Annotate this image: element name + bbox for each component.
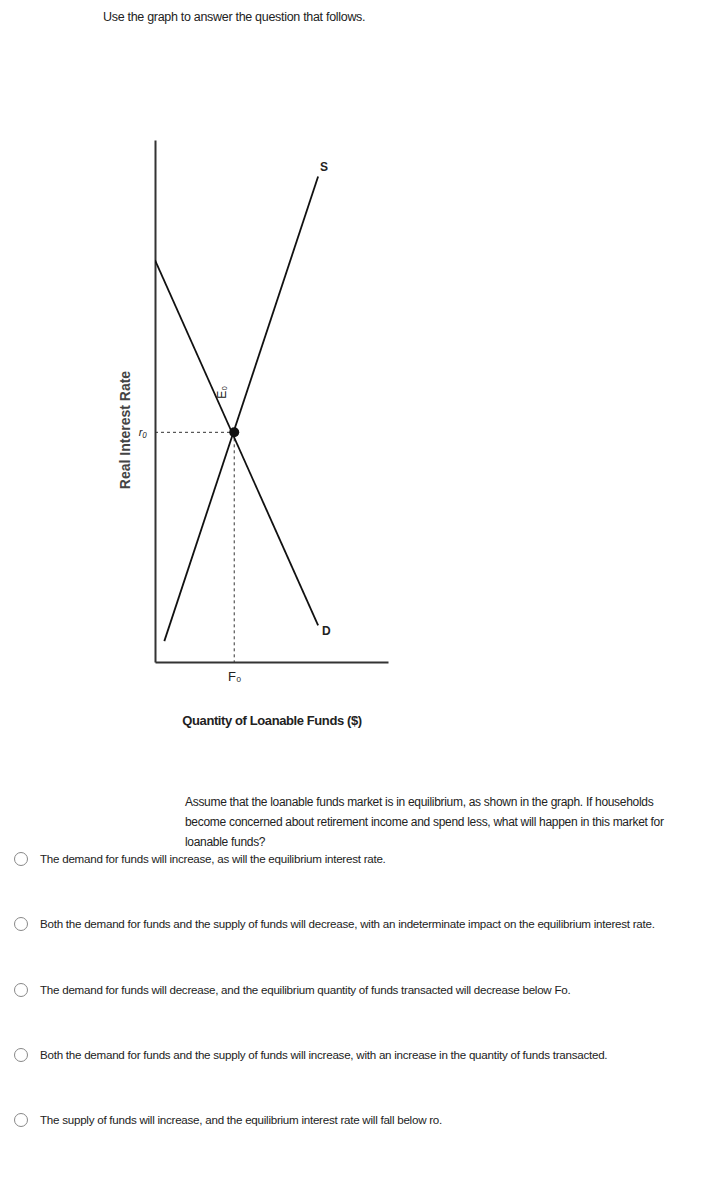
equilibrium-point bbox=[229, 427, 239, 437]
plot: F₀ r₀ S D E₀ bbox=[139, 141, 389, 685]
labels: S D E₀ bbox=[215, 160, 331, 639]
guide-line bbox=[155, 432, 234, 433]
radio-button[interactable] bbox=[14, 1048, 28, 1062]
radio-button[interactable] bbox=[14, 1113, 28, 1127]
curve-label: D bbox=[322, 624, 331, 638]
curve-label: S bbox=[320, 160, 328, 174]
option-text[interactable]: The demand for funds will decrease, and … bbox=[40, 982, 700, 997]
marks bbox=[155, 177, 318, 662]
x-tick: F₀ bbox=[228, 662, 241, 684]
guide-line bbox=[234, 432, 235, 662]
y-axis: r₀ bbox=[139, 141, 156, 663]
marks-inner bbox=[155, 177, 318, 662]
tick-label: r₀ bbox=[139, 426, 148, 438]
point-label: E₀ bbox=[215, 386, 229, 399]
chart: F₀ r₀ S D E₀ Quantity of Loanable Funds ($) Re… bbox=[0, 0, 705, 760]
x-axis-title: Quantity of Loanable Funds ($) bbox=[182, 713, 361, 728]
x-axis: F₀ bbox=[156, 662, 389, 684]
curve bbox=[155, 260, 318, 625]
y-tick: r₀ bbox=[139, 426, 155, 438]
radio-button[interactable] bbox=[14, 852, 28, 866]
tick-label: F₀ bbox=[228, 669, 241, 684]
option-text[interactable]: The demand for funds will increase, as w… bbox=[40, 851, 700, 866]
axis-line bbox=[155, 141, 157, 663]
option-text[interactable]: Both the demand for funds and the supply… bbox=[40, 916, 700, 931]
question: Assume that the loanable funds market is… bbox=[185, 792, 690, 852]
curve bbox=[164, 177, 318, 642]
axis-line bbox=[156, 662, 389, 664]
radio-button[interactable] bbox=[14, 983, 28, 997]
instruction: Use the graph to answer the question tha… bbox=[103, 10, 365, 24]
y-axis-title: Real Interest Rate bbox=[117, 371, 133, 489]
option-text[interactable]: Both the demand for funds and the supply… bbox=[40, 1047, 700, 1062]
radio-button[interactable] bbox=[14, 917, 28, 931]
option-text[interactable]: The supply of funds will increase, and t… bbox=[40, 1112, 700, 1127]
